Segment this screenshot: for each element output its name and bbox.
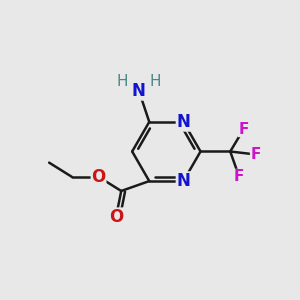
Text: F: F — [238, 122, 249, 137]
Text: H: H — [117, 74, 128, 89]
Text: H: H — [149, 74, 161, 89]
Text: O: O — [109, 208, 123, 226]
Text: F: F — [234, 169, 244, 184]
Text: O: O — [92, 168, 106, 186]
Text: N: N — [132, 82, 146, 100]
Text: F: F — [250, 147, 261, 162]
Text: N: N — [176, 113, 190, 131]
Text: N: N — [176, 172, 190, 190]
